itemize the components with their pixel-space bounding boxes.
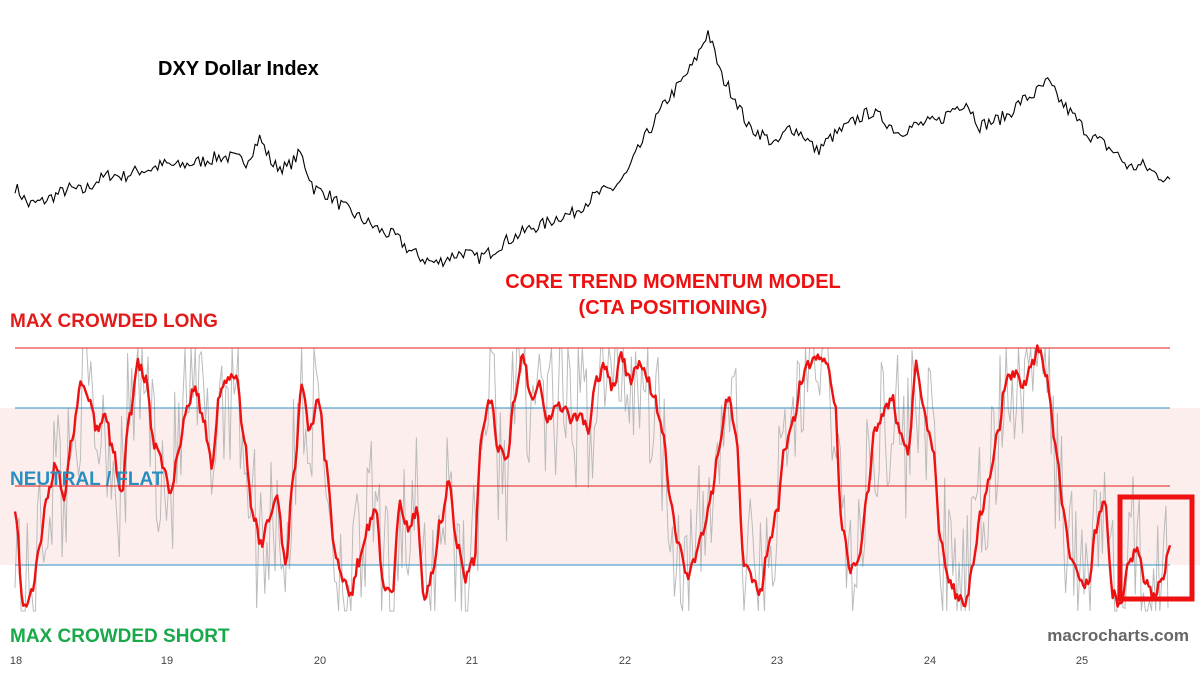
- raw-signal-line: [14, 347, 1169, 612]
- model-series-line: [13, 344, 1172, 608]
- dxy-layer: [14, 30, 1171, 268]
- dxy-title: DXY Dollar Index: [158, 58, 319, 80]
- x-axis-ticks: 18 19 20 21 22 23 24 25: [10, 655, 1088, 667]
- x-tick-label: 18: [10, 655, 22, 667]
- model-title: CORE TREND MOMENTUM MODEL (CTA POSITIONIN…: [505, 271, 841, 319]
- x-tick-label: 25: [1076, 655, 1088, 667]
- model-layer: [13, 344, 1172, 608]
- neutral-flat-label: NEUTRAL / FLAT: [10, 469, 164, 490]
- max-crowded-short-label: MAX CROWDED SHORT: [10, 626, 230, 647]
- x-tick-label: 19: [161, 655, 173, 667]
- max-crowded-long-label: MAX CROWDED LONG: [10, 311, 218, 332]
- x-tick-label: 21: [466, 655, 478, 667]
- x-tick-label: 20: [314, 655, 326, 667]
- x-tick-label: 24: [924, 655, 936, 667]
- x-tick-label: 23: [771, 655, 783, 667]
- raw-signal-layer: [14, 347, 1169, 612]
- dxy-series-line: [14, 30, 1171, 268]
- watermark: macrocharts.com: [1047, 626, 1189, 645]
- latest-highlight-box: [1117, 494, 1195, 602]
- x-tick-label: 22: [619, 655, 631, 667]
